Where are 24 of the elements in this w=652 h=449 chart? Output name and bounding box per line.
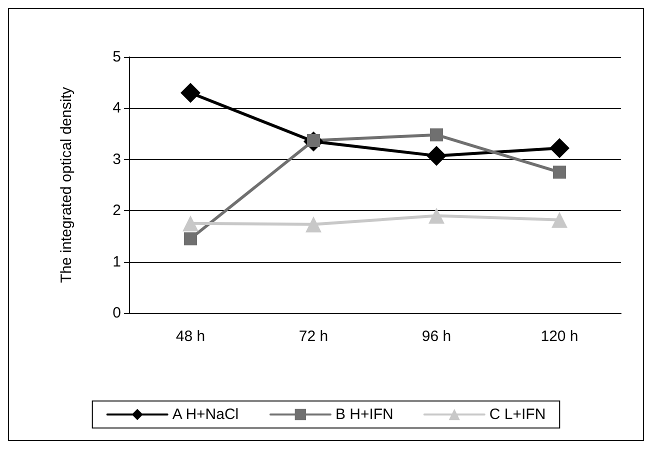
legend-label: B H+IFN — [335, 406, 394, 423]
y-tick-label: 4 — [112, 100, 121, 117]
y-tick-label: 0 — [112, 304, 121, 322]
x-tick-label: 72 h — [298, 328, 328, 345]
point — [184, 232, 197, 246]
y-tick-label: 1 — [112, 253, 121, 270]
point — [553, 166, 566, 179]
x-tick-label: 120 h — [540, 328, 578, 345]
legend-label: C L+IFN — [489, 406, 546, 423]
y-tick-label: 2 — [112, 202, 121, 220]
point — [182, 215, 198, 232]
y-tick-label: 3 — [112, 150, 121, 168]
point — [552, 212, 568, 228]
x-tick-label: 96 h — [422, 328, 452, 345]
point — [306, 216, 322, 232]
y-tick-label: 5 — [112, 48, 121, 66]
x-tick-label: 48 h — [176, 328, 206, 345]
point — [430, 128, 443, 142]
legend-label: A H+NaCl — [172, 406, 239, 423]
y-axis-title: The integrated optical density — [58, 86, 75, 283]
point — [426, 146, 446, 166]
point — [428, 208, 444, 224]
point — [550, 138, 570, 158]
point — [180, 82, 200, 103]
